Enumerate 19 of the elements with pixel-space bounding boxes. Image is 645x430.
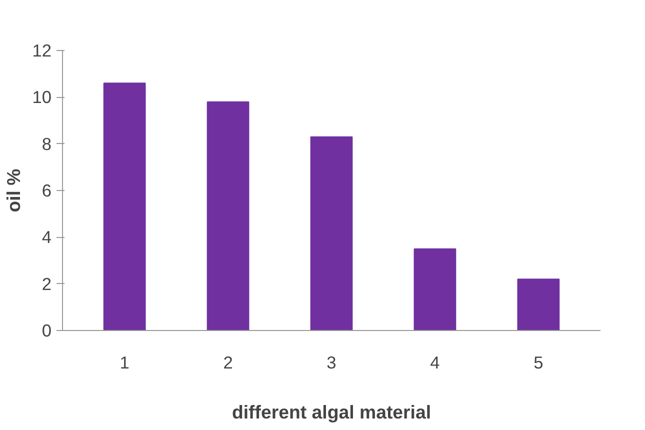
- bar: [310, 136, 353, 330]
- y-tick-label: 6: [42, 180, 52, 200]
- y-axis-title: oil %: [3, 168, 24, 212]
- bar: [206, 101, 250, 330]
- x-tick-label: 5: [534, 352, 544, 372]
- bar: [414, 248, 456, 330]
- y-tick-label: 4: [42, 227, 52, 248]
- y-tick-label: 10: [32, 87, 52, 108]
- y-tick-label: 12: [32, 40, 52, 60]
- bar: [517, 278, 560, 330]
- bar: [103, 82, 146, 330]
- x-tick-label: 1: [120, 352, 130, 372]
- y-tick-label: 2: [42, 274, 52, 294]
- x-tick-label: 4: [430, 352, 440, 372]
- x-axis-title: different algal material: [232, 402, 432, 422]
- y-tick-label: 8: [42, 134, 52, 154]
- x-tick-label: 3: [326, 352, 336, 372]
- x-tick-label: 2: [223, 352, 233, 372]
- y-tick-label: 0: [42, 320, 52, 340]
